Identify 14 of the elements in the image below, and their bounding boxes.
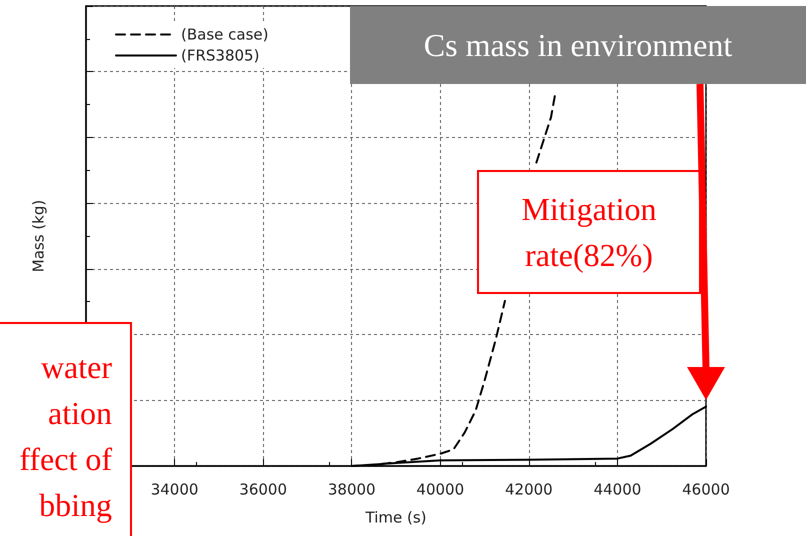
legend-label: (Base case) xyxy=(181,26,268,44)
chart-title: Cs mass in environment xyxy=(350,6,806,84)
annotation: Mitigation rate(82%) xyxy=(477,170,701,294)
y-axis-title: Mass (kg) xyxy=(30,200,48,272)
legend-label: (FRS3805) xyxy=(181,46,260,64)
x-tick-label: 34000 xyxy=(150,480,198,498)
annotation: water ation ffect of bbing xyxy=(0,322,132,536)
x-tick-label: 40000 xyxy=(416,480,464,498)
x-tick-label: 46000 xyxy=(682,480,730,498)
x-tick-label: 38000 xyxy=(328,480,376,498)
x-tick-label: 36000 xyxy=(239,480,287,498)
x-axis-title: Time (s) xyxy=(364,508,426,526)
x-tick-label: 42000 xyxy=(505,480,553,498)
x-tick-label: 44000 xyxy=(594,480,642,498)
